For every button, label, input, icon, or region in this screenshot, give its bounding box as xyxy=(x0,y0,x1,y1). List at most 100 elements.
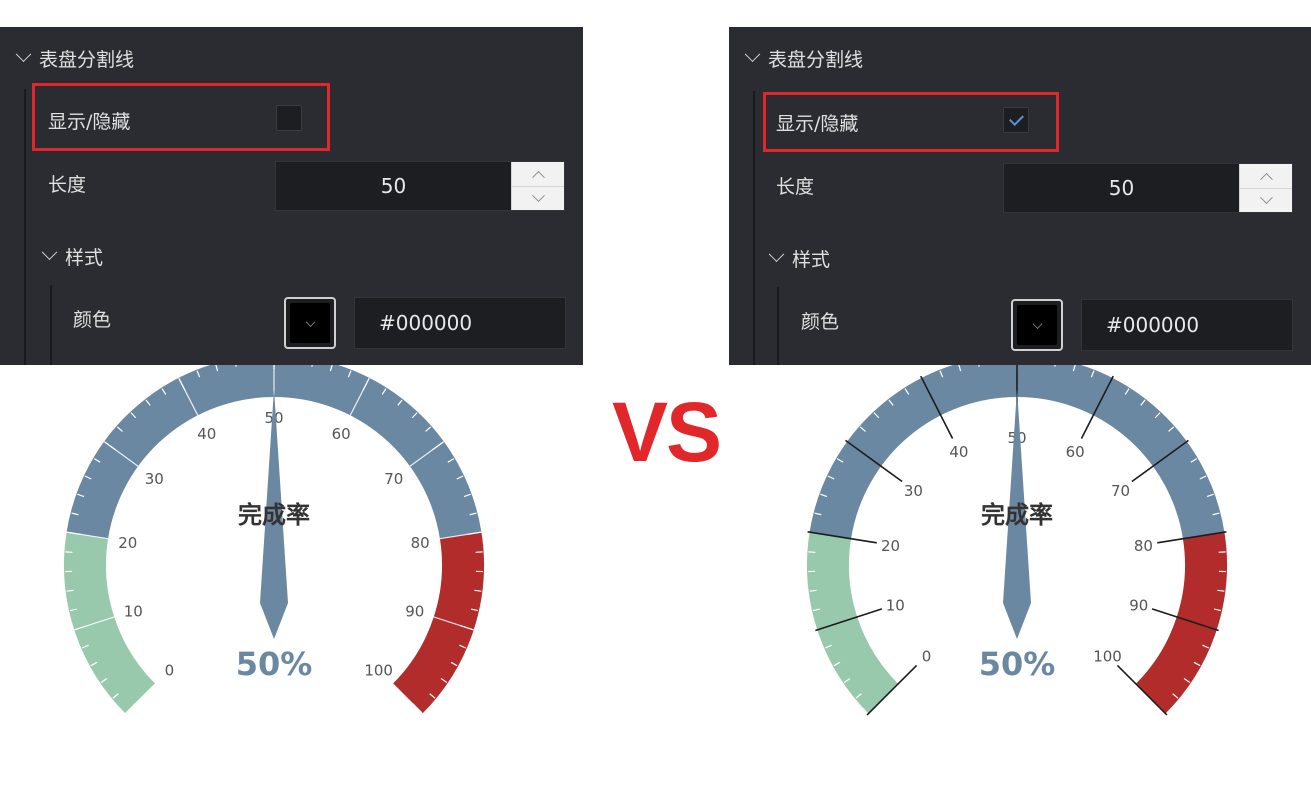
gauge-tick xyxy=(84,475,92,480)
length-spinner xyxy=(1239,164,1292,212)
decrement-button[interactable] xyxy=(1240,188,1292,212)
section-header-style[interactable]: 样式 xyxy=(41,243,103,270)
gauge-chart-right: 0102030405060708090100完成率50% xyxy=(807,365,1227,716)
length-label: 长度 xyxy=(776,176,815,198)
gauge-tick xyxy=(66,589,74,592)
gauge-split-line xyxy=(1131,439,1189,483)
chevron-down-icon xyxy=(744,46,761,63)
gauge-tick-label: 40 xyxy=(949,443,968,461)
color-preview xyxy=(1017,305,1057,345)
tree-guide-line xyxy=(50,285,52,365)
color-hex-input[interactable]: #000000 xyxy=(354,297,566,349)
gauge-tick xyxy=(329,365,333,372)
gauge-tick xyxy=(855,693,862,699)
length-value: 50 xyxy=(1108,176,1135,200)
gauge-tick xyxy=(1054,365,1056,367)
gauge-title: 完成率 xyxy=(238,501,310,529)
gauge-tick xyxy=(1206,493,1214,498)
gauge-tick xyxy=(1072,365,1076,372)
gauge-tick xyxy=(809,589,817,592)
gauge-split-line xyxy=(433,616,474,631)
color-hex-input[interactable]: #000000 xyxy=(1081,299,1293,351)
gauge-tick xyxy=(161,388,167,395)
style-title: 样式 xyxy=(792,249,831,271)
gauge-tick-label: 80 xyxy=(411,534,430,552)
gauge-tick xyxy=(90,661,98,667)
gauge-tick xyxy=(836,458,844,463)
settings-panel-left: 表盘分割线 显示/隐藏 长度 50 样式 颜色 #000000 xyxy=(0,27,583,365)
gauge-split-line xyxy=(866,664,918,716)
gauge-tick xyxy=(471,608,479,612)
section-header-dial-split-line[interactable]: 表盘分割线 xyxy=(744,45,863,72)
gauge-tick xyxy=(347,370,352,378)
gauge-tick xyxy=(1199,475,1207,480)
length-number-input[interactable]: 50 xyxy=(1003,163,1293,213)
gauge-tick xyxy=(1212,512,1220,516)
gauge-tick xyxy=(958,365,962,372)
length-number-input[interactable]: 50 xyxy=(275,161,565,211)
increment-button[interactable] xyxy=(1240,164,1292,189)
length-spinner xyxy=(511,162,564,210)
show-hide-label: 显示/隐藏 xyxy=(48,111,131,133)
gauge-tick-label: 90 xyxy=(405,603,424,621)
gauge-tick-label: 70 xyxy=(384,470,403,488)
gauge-tick xyxy=(814,512,822,516)
gauge-split-line xyxy=(409,441,445,467)
decrement-button[interactable] xyxy=(512,186,564,210)
section-header-dial-split-line[interactable]: 表盘分割线 xyxy=(15,45,135,72)
highlight-box xyxy=(32,83,330,151)
chevron-down-icon xyxy=(531,188,545,202)
gauge-tick xyxy=(463,493,471,498)
color-picker-swatch[interactable] xyxy=(284,297,336,349)
gauge-tick-label: 90 xyxy=(1129,597,1148,615)
show-hide-checkbox[interactable] xyxy=(276,105,302,131)
gauge-split-line xyxy=(845,439,903,483)
gauge-split-line xyxy=(178,377,199,416)
gauge-tick xyxy=(1202,644,1210,649)
gauge-split-line xyxy=(920,375,954,439)
gauge-tick-label: 30 xyxy=(145,470,164,488)
gauge-tick xyxy=(1090,370,1095,378)
gauge-pointer xyxy=(260,389,288,639)
gauge-tick xyxy=(100,678,108,683)
gauge-title: 完成率 xyxy=(981,501,1053,529)
gauge-tick-label: 40 xyxy=(197,425,216,443)
gauge-tick xyxy=(1183,678,1191,683)
gauge-tick-label: 10 xyxy=(124,603,143,621)
chevron-down-icon xyxy=(41,244,58,261)
gauge-tick xyxy=(827,475,835,480)
gauge-tick xyxy=(456,475,464,480)
gauge-tick xyxy=(397,399,403,406)
section-header-style[interactable]: 样式 xyxy=(768,245,831,272)
gauge-tick xyxy=(93,458,101,463)
show-hide-checkbox[interactable] xyxy=(1003,107,1029,133)
increment-button[interactable] xyxy=(512,162,564,187)
gauge-tick xyxy=(1190,458,1198,463)
gauge-chart-left: 0102030405060708090100完成率50% xyxy=(64,365,484,714)
chevron-down-icon xyxy=(1259,190,1273,204)
gauge-tick xyxy=(888,399,894,406)
checkmark-icon xyxy=(1008,111,1024,127)
gauge-split-line xyxy=(439,531,482,540)
gauge-tick xyxy=(1217,589,1225,592)
gauge-tick xyxy=(450,661,458,667)
gauge-value-label: 50% xyxy=(236,645,313,683)
gauge-tick xyxy=(812,608,820,612)
gauge-tick-label: 10 xyxy=(886,597,905,615)
gauge-tick xyxy=(112,693,119,699)
chevron-up-icon xyxy=(531,170,545,184)
gauge-tick xyxy=(429,693,436,699)
gauge-tick xyxy=(459,644,467,649)
gauge-tick xyxy=(440,678,448,683)
chevron-up-icon xyxy=(1259,172,1273,186)
color-picker-swatch[interactable] xyxy=(1011,299,1063,351)
gauge-tick xyxy=(904,388,910,395)
gauge-tick xyxy=(235,365,237,367)
length-label: 长度 xyxy=(48,174,87,196)
gauge-split-line xyxy=(815,608,883,632)
gauge-tick xyxy=(859,426,866,432)
section-title: 表盘分割线 xyxy=(39,49,135,71)
settings-panel-right: 表盘分割线 显示/隐藏 长度 50 样式 颜色 #000000 xyxy=(729,27,1311,365)
gauge-tick xyxy=(1168,426,1175,432)
tree-guide-line xyxy=(24,89,26,365)
